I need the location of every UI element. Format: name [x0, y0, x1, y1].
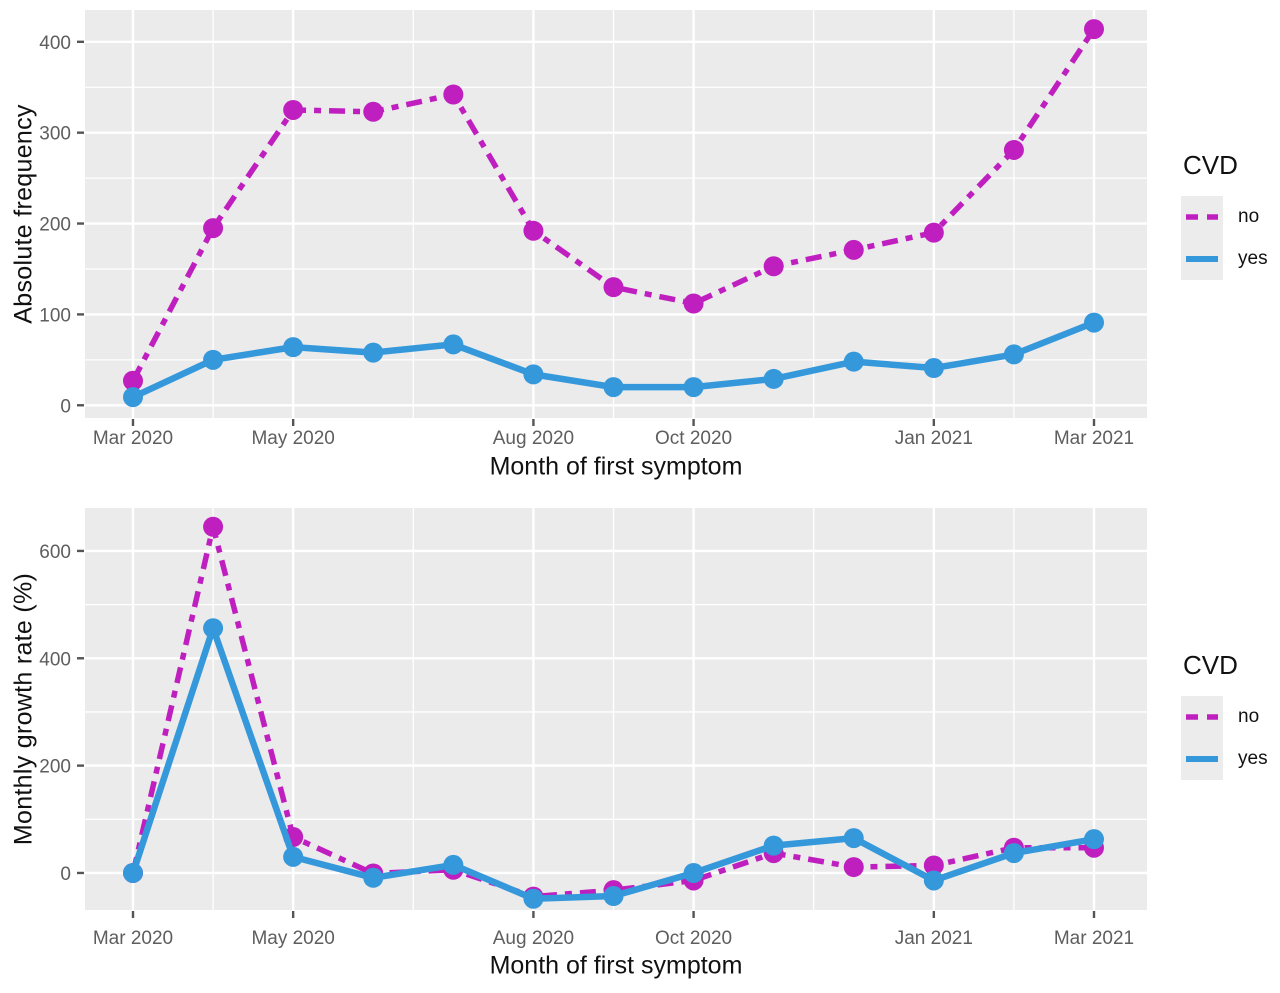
series-no-point [443, 84, 464, 105]
legend-entry-no: no [1181, 696, 1280, 738]
legend-key-no-swatch [1181, 196, 1223, 238]
legend-entry-no: no [1181, 196, 1280, 238]
x-tick-label: Aug 2020 [493, 928, 574, 949]
series-no-point [123, 370, 143, 391]
series-yes-point [843, 351, 864, 372]
legend-label-no: no [1238, 706, 1260, 727]
legend-key-yes-swatch [1181, 238, 1223, 280]
chart-canvas-growth-rate: 0 200 400 600 Mar 2020 May 2020 Aug 2020 Oct 20… [39, 508, 1147, 949]
series-yes-point [523, 364, 544, 385]
series-no-point [1084, 19, 1104, 40]
series-yes-point [763, 368, 784, 389]
series-yes-point [363, 342, 384, 363]
legend-keys: no yes [1181, 696, 1280, 780]
series-yes-point [1003, 344, 1024, 365]
chart-canvas-absolute-frequency: 0 100 200 300 400 Mar 2020 May 2020 Aug 2020 Oct… [39, 10, 1147, 449]
series-yes-point [123, 862, 143, 883]
series-yes-point [203, 349, 224, 370]
series-no-point [603, 277, 624, 298]
legend-label-no: no [1238, 206, 1260, 227]
legend-keys: no yes [1181, 196, 1280, 280]
series-no-point [203, 516, 224, 537]
series-yes-point [843, 828, 864, 849]
series-yes-point [363, 867, 384, 888]
y-tick-label: 100 [39, 305, 71, 326]
series-yes-point [523, 888, 544, 909]
x-tick-label: Mar 2021 [1054, 928, 1134, 949]
y-tick-label: 400 [39, 649, 71, 670]
legend-key-yes-swatch [1181, 738, 1223, 780]
series-no-point [203, 218, 224, 239]
series-yes-point [603, 377, 624, 398]
series-no-point [1003, 139, 1024, 160]
legend-cvd: CVD no yes [1181, 150, 1280, 280]
y-tick-label: 200 [39, 215, 71, 236]
legend-entry-yes: yes [1181, 738, 1280, 780]
series-yes-point [923, 358, 944, 379]
x-tick-label: Mar 2021 [1054, 428, 1134, 449]
series-yes-point [443, 334, 464, 355]
series-yes-point [443, 854, 464, 875]
x-axis-title: Month of first symptom [489, 452, 743, 481]
series-no-point [683, 293, 704, 314]
legend-title: CVD [1183, 150, 1238, 180]
series-no-point [363, 101, 384, 122]
figure-growth-rate: 0 200 400 600 Mar 2020 May 2020 Aug 2020 Oct 20… [0, 478, 1280, 993]
y-tick-label: 200 [39, 757, 71, 778]
legend-cvd: CVD no yes [1181, 650, 1280, 780]
y-tick-label: 300 [39, 124, 71, 145]
y-tick-label: 400 [39, 33, 71, 54]
x-tick-label: Mar 2020 [93, 928, 173, 949]
x-tick-label: Jan 2021 [895, 928, 973, 949]
series-yes-point [203, 618, 224, 639]
legend-label-yes: yes [1238, 748, 1268, 769]
x-tick-label: Oct 2020 [655, 428, 732, 449]
series-no-point [763, 256, 784, 277]
x-tick-label: Jan 2021 [895, 428, 973, 449]
legend-entry-yes: yes [1181, 238, 1280, 280]
plot-panel [85, 508, 1147, 910]
x-tick-label: May 2020 [251, 928, 334, 949]
x-tick-label: Mar 2020 [93, 428, 173, 449]
x-tick-label: May 2020 [251, 428, 334, 449]
series-no-point [843, 239, 864, 260]
figure-absolute-frequency: 0 100 200 300 400 Mar 2020 May 2020 Aug 2020 Oct… [0, 0, 1280, 481]
y-axis-title: Absolute frequency [9, 104, 38, 324]
series-no-point [283, 99, 304, 120]
x-tick-label: Aug 2020 [493, 428, 574, 449]
y-tick-label: 600 [39, 542, 71, 563]
y-tick-label: 0 [60, 396, 71, 417]
series-no-point [843, 857, 864, 878]
series-yes-point [683, 377, 704, 398]
y-axis-title: Monthly growth rate (%) [9, 572, 38, 846]
series-yes-point [923, 870, 944, 891]
series-yes-point [683, 862, 704, 883]
series-no-point [923, 222, 944, 243]
series-yes-point [763, 835, 784, 856]
series-yes-point [1084, 829, 1104, 850]
series-yes-point [603, 886, 624, 907]
series-no-point [923, 855, 944, 876]
series-yes-point [283, 337, 304, 358]
series-yes-point [123, 387, 143, 408]
x-axis-title: Month of first symptom [489, 951, 743, 980]
y-tick-label: 0 [60, 864, 71, 885]
legend-label-yes: yes [1238, 248, 1268, 269]
legend-key-no-swatch [1181, 696, 1223, 738]
legend-title: CVD [1183, 650, 1238, 680]
x-tick-label: Oct 2020 [655, 928, 732, 949]
series-yes-point [1003, 843, 1024, 864]
series-yes-point [1084, 312, 1104, 333]
series-no-point [523, 220, 544, 241]
series-yes-point [283, 846, 304, 867]
